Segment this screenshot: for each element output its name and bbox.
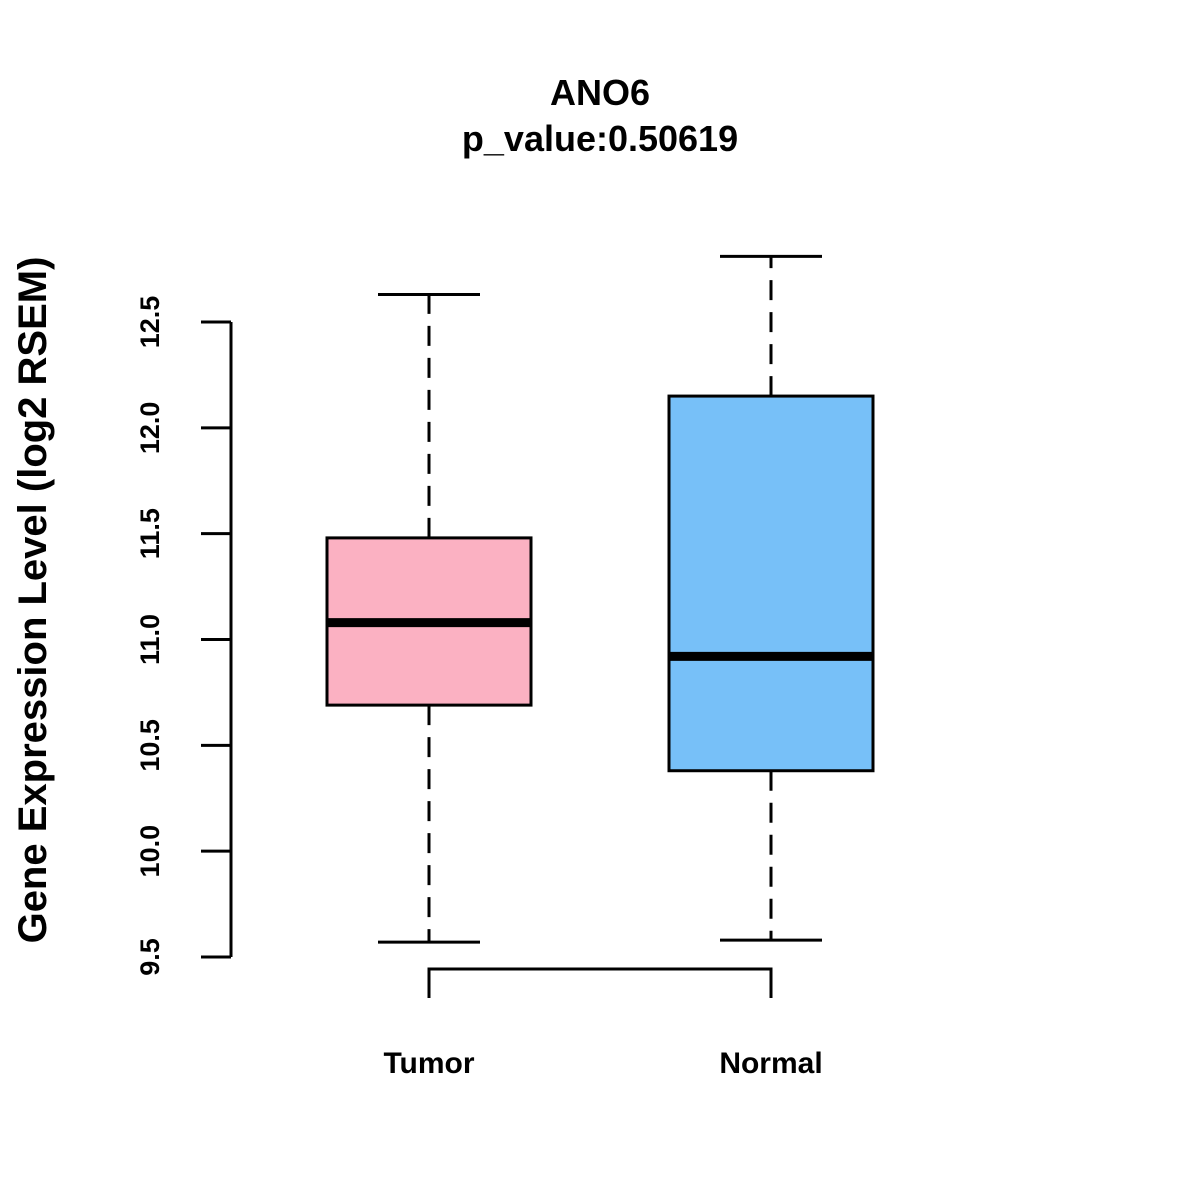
box-normal [667,254,875,942]
y-axis-label: Gene Expression Level (log2 RSEM) [11,257,55,944]
boxes-group [325,254,875,944]
y-tick-label-3: 11.0 [135,614,165,665]
category-label-normal: Normal [719,1047,822,1080]
chart-subtitle: p_value:0.50619 [462,118,738,159]
y-tick-label-2: 10.5 [135,719,165,772]
chart-title: ANO6 [550,72,650,113]
comparison-bracket [427,967,773,998]
box-tumor [325,292,533,944]
y-tick-label-1: 10.0 [135,825,165,878]
x-axis-labels: Tumor Normal [383,1047,822,1080]
y-tick-label-0: 9.5 [135,938,165,976]
category-label-tumor: Tumor [383,1047,474,1080]
bracket-line [427,967,773,998]
y-tick-label-6: 12.5 [135,296,165,349]
y-axis: 9.5 10.0 10.5 11.0 11.5 12.0 12.5 [135,296,233,976]
iqr-box [667,394,875,773]
y-tick-label-4: 11.5 [135,508,165,559]
y-tick-label-5: 12.0 [135,402,165,455]
